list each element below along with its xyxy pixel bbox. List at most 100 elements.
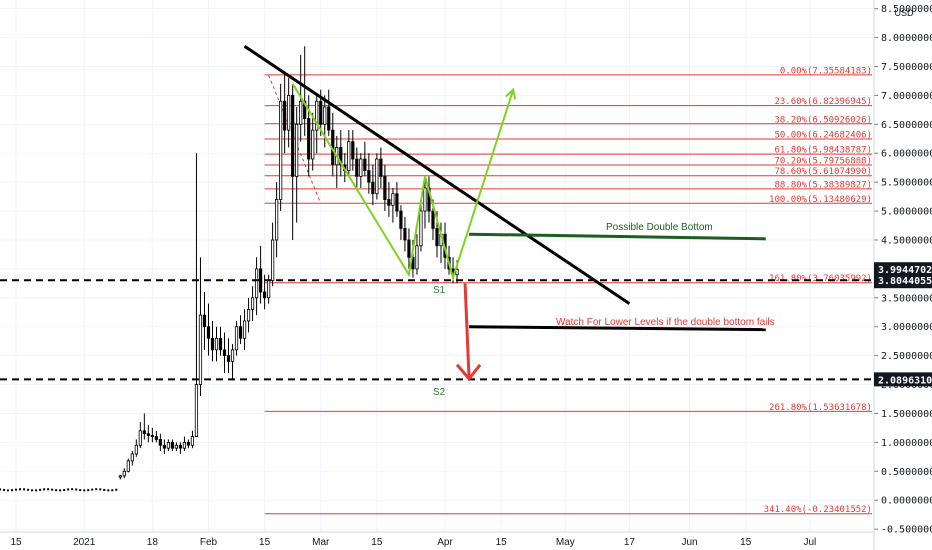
y-tick-label: 0.50000000	[881, 467, 932, 478]
y-tick-label: 7.50000000	[881, 62, 932, 73]
price-tags: 3.9944702107:10:313.804405512.08963109	[874, 262, 932, 387]
candle	[419, 199, 423, 252]
candle	[283, 72, 287, 154]
x-tick-label: May	[556, 537, 575, 548]
candle	[115, 488, 118, 491]
candle	[39, 488, 42, 491]
price-tag: 3.80440551	[874, 273, 932, 288]
candle	[267, 274, 271, 304]
annotations: Possible Double Bottom Watch For Lower L…	[433, 222, 775, 398]
candle	[63, 488, 66, 491]
svg-text:3.99447021: 3.99447021	[878, 265, 932, 276]
candle	[363, 141, 367, 177]
candle	[222, 332, 227, 373]
candle	[403, 216, 407, 252]
x-tick-label: 18	[147, 537, 159, 548]
candle	[122, 468, 126, 479]
x-tick-label: 15	[10, 537, 22, 548]
candle	[311, 112, 315, 171]
red-arrow[interactable]	[463, 283, 471, 379]
fib-level-label: 61.80%(5.98438787)	[774, 146, 872, 156]
candle	[19, 488, 22, 491]
annotation-double-bottom: Possible Double Bottom	[606, 222, 713, 233]
x-tick-label: Mar	[312, 537, 330, 548]
y-tick-label: 8.50000000	[881, 4, 932, 15]
candle	[339, 130, 343, 177]
currency-label[interactable]: USD	[894, 8, 914, 18]
candle	[379, 147, 383, 188]
x-tick-label: Jun	[682, 537, 698, 548]
candle	[427, 176, 431, 223]
svg-text:2.08963109: 2.08963109	[878, 375, 932, 386]
candle	[166, 439, 170, 452]
candle	[31, 489, 34, 492]
y-tick-label: -0.50000000	[881, 525, 932, 536]
candle	[35, 489, 38, 492]
x-tick-label: Apr	[437, 537, 453, 548]
candle	[423, 176, 427, 229]
candle	[118, 474, 122, 480]
fib-level-label: 261.80%(1.53631678)	[769, 403, 872, 413]
candle	[0, 488, 1, 491]
candle	[3, 488, 6, 491]
x-tick-label: 15	[259, 537, 271, 548]
fibonacci-retracement[interactable]: 0.00%(7.35584183) 23.60%(6.82396945) 38.20…	[264, 66, 872, 515]
candle	[383, 164, 387, 212]
fib-level-label: 23.60%(6.82396945)	[774, 97, 872, 107]
downtrend-line[interactable]	[243, 45, 631, 305]
red-arrow-head	[455, 363, 482, 382]
candle	[67, 488, 70, 491]
svg-text:3.80440551: 3.80440551	[878, 276, 932, 287]
fib-level-label: 70.20%(5.79756888)	[774, 156, 872, 166]
y-tick-label: 3.00000000	[881, 322, 932, 333]
double-bottom-line[interactable]	[469, 232, 766, 241]
x-tick-label: 15	[371, 537, 383, 548]
candle	[55, 489, 58, 492]
fib-level-label: 38.20%(6.50926026)	[774, 115, 872, 125]
candle	[303, 46, 307, 136]
label-s1: S1	[433, 285, 446, 296]
lower-level-line[interactable]	[469, 325, 766, 332]
candle	[47, 488, 50, 491]
y-tick-label: 3.50000000	[881, 293, 932, 304]
candle	[27, 488, 30, 491]
fib-level-label: 100.00%(5.13480629)	[769, 195, 872, 205]
chart-grid	[0, 0, 874, 532]
candle	[271, 222, 275, 287]
candle	[335, 135, 339, 188]
y-tick-label: 5.50000000	[881, 178, 932, 189]
candle	[214, 326, 219, 362]
candle	[198, 257, 203, 397]
price-tag: 2.08963109	[874, 372, 932, 387]
candle	[295, 106, 299, 223]
candle	[415, 234, 419, 275]
fib-level-label: 0.00%(7.35584183)	[780, 66, 872, 76]
candle	[194, 153, 199, 437]
projection-path[interactable]	[291, 83, 515, 282]
candle	[226, 338, 231, 373]
x-axis[interactable]: 15 2021 18 Feb 15 Mar 15 Apr 15 May 17 Jun 15 Jul	[0, 531, 874, 548]
candle	[399, 205, 403, 240]
candle	[190, 430, 195, 449]
candle	[107, 489, 110, 492]
candle	[327, 89, 331, 136]
y-tick-label: 6.50000000	[881, 120, 932, 131]
candle	[154, 430, 158, 443]
candle	[202, 292, 207, 350]
candle	[395, 182, 399, 217]
candle	[146, 425, 150, 443]
candle	[59, 489, 62, 492]
candle	[23, 488, 26, 491]
candle	[11, 489, 14, 492]
y-tick-label: 2.50000000	[881, 351, 932, 362]
drawing-tools[interactable]	[0, 45, 874, 382]
candle	[103, 488, 106, 491]
candle	[407, 228, 411, 269]
candle	[359, 153, 363, 188]
candle	[71, 488, 74, 491]
fib-level-label: 88.80%(5.38389827)	[774, 180, 872, 190]
candle	[182, 436, 187, 452]
candle	[210, 320, 215, 362]
y-tick-label: 1.00000000	[881, 438, 932, 449]
